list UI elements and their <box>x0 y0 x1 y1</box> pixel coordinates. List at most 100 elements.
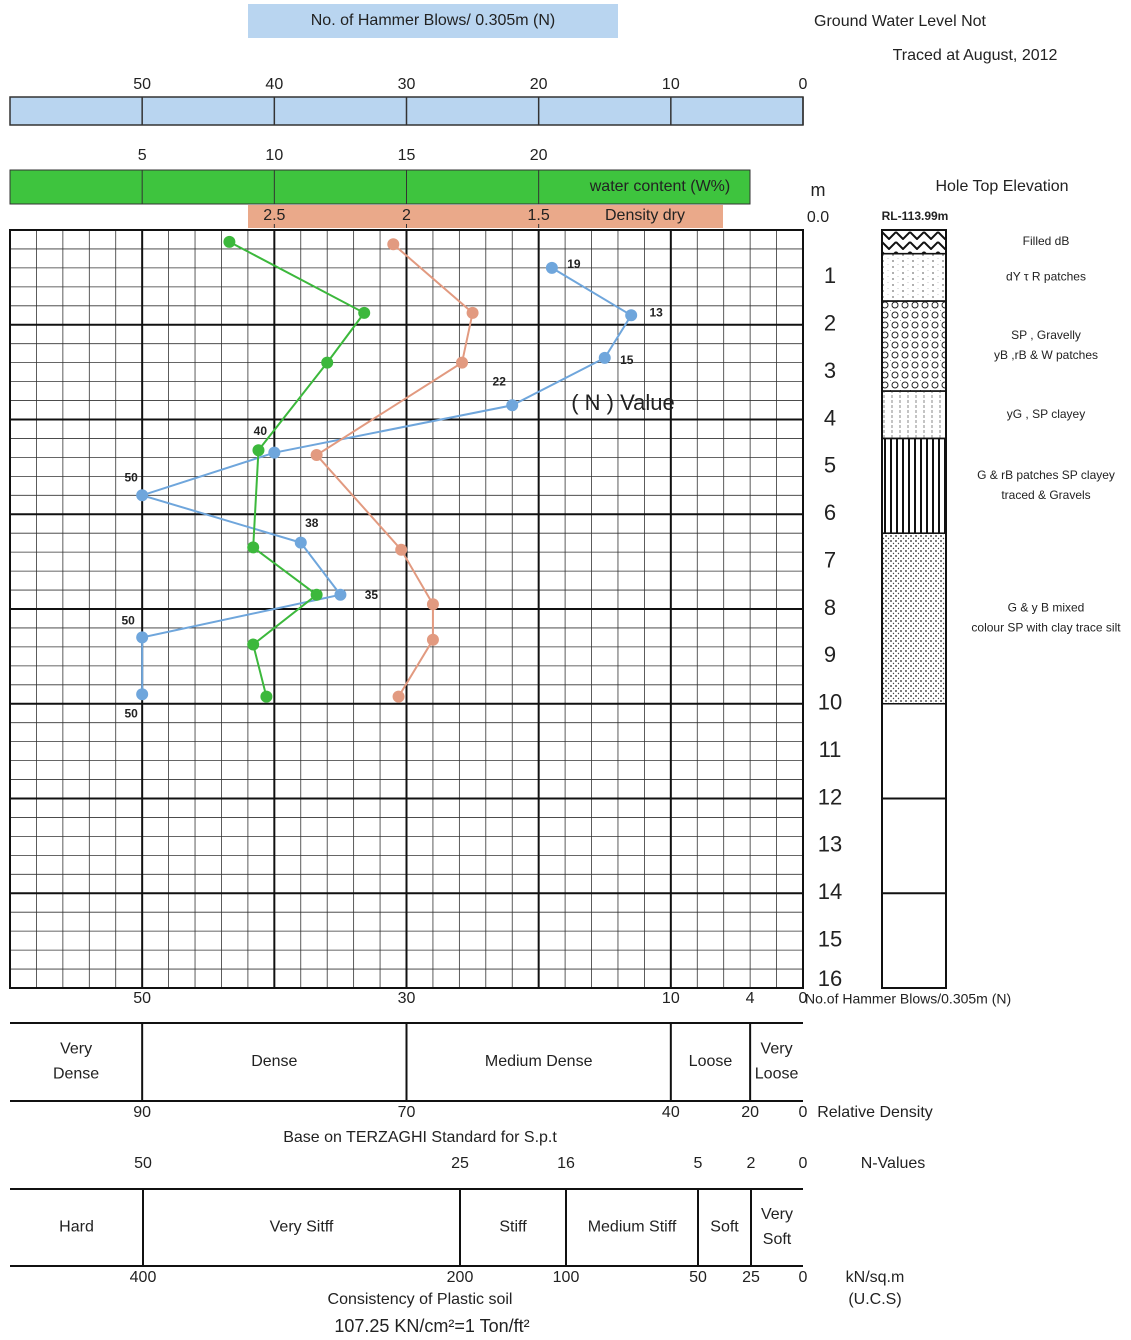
point <box>260 690 273 703</box>
axis-label: Relative Density <box>817 1104 933 1121</box>
layer-description: SP , Gravelly <box>1011 328 1081 342</box>
x-tick-label: 2 <box>402 207 411 224</box>
point <box>456 356 469 369</box>
class-label: Very <box>60 1041 92 1058</box>
point <box>466 306 479 319</box>
class-label: Loose <box>689 1053 733 1070</box>
layer-description: G & y B mixed <box>1008 601 1085 615</box>
elevation: RL-113.99m <box>882 209 949 223</box>
y-tick-label: 1 <box>824 263 836 288</box>
y-tick-label: 14 <box>818 879 842 904</box>
x-tick-label: 5 <box>138 147 147 164</box>
data-label: 15 <box>620 353 634 367</box>
soil-layer <box>881 390 947 440</box>
point <box>358 306 371 319</box>
soil-layer <box>881 300 947 392</box>
point <box>310 449 323 462</box>
x-tick-label: 0 <box>799 76 808 93</box>
class-label: Very <box>761 1041 793 1058</box>
x-tick-label: 50 <box>133 990 151 1007</box>
y-axis-label: m <box>811 180 826 200</box>
axis-label: No.of Hammer Blows/0.305m (N) <box>805 991 1011 1007</box>
soil-layer <box>881 229 947 255</box>
x-tick-label: 20 <box>530 76 548 93</box>
data-label: 38 <box>305 516 319 530</box>
series-label: ( N ) Value <box>571 390 675 415</box>
layer-description: G & rB patches SP clayey <box>977 468 1115 482</box>
series-line <box>228 240 366 697</box>
x-tick-label: 2.5 <box>263 207 285 224</box>
layer-description: colour SP with clay trace silt <box>971 621 1121 635</box>
class-label: Loose <box>755 1066 799 1083</box>
y-tick-label: 11 <box>819 737 842 762</box>
tick-label: 400 <box>130 1269 157 1286</box>
tick-label: 40 <box>662 1104 680 1121</box>
data-label: 19 <box>567 257 581 271</box>
y-tick-label: 5 <box>824 453 836 478</box>
y-tick-label: 15 <box>818 926 842 951</box>
series-line <box>138 267 633 695</box>
x-tick-label: 10 <box>265 147 283 164</box>
class-label: Dense <box>251 1053 297 1070</box>
point <box>252 444 265 457</box>
axis-label: Consistency of Plastic soil <box>328 1291 513 1308</box>
tick-label: 25 <box>451 1155 469 1172</box>
point <box>247 541 260 554</box>
class-label: Medium Dense <box>485 1053 593 1070</box>
y-tick-label: 13 <box>818 832 842 857</box>
soil-layer <box>881 252 947 302</box>
tick-label: 25 <box>742 1269 760 1286</box>
layer-description: traced & Gravels <box>1001 488 1090 502</box>
class-label: Very Sitff <box>270 1219 334 1236</box>
tick-label: 0 <box>799 1104 808 1121</box>
w-axis-bar <box>9 169 751 205</box>
y-tick-label: 3 <box>824 358 836 383</box>
class-label: Soft <box>710 1219 739 1236</box>
series-label: water content (W%) <box>589 178 730 195</box>
point <box>426 598 439 611</box>
tick-label: 0 <box>799 1155 808 1172</box>
data-label: 50 <box>121 614 135 628</box>
tick-label: 200 <box>447 1269 474 1286</box>
data-label: 13 <box>650 305 664 319</box>
x-tick-label: 30 <box>398 76 416 93</box>
x-tick-label: 15 <box>398 147 416 164</box>
tick-label: 0 <box>799 1269 808 1286</box>
point <box>321 356 334 369</box>
soil-layer <box>881 532 947 705</box>
y-tick-label: 2 <box>824 311 836 336</box>
point <box>334 588 347 601</box>
tick-label: 100 <box>553 1269 580 1286</box>
y-tick-label: 0.0 <box>807 209 829 226</box>
point <box>136 631 149 644</box>
point <box>392 690 405 703</box>
point <box>247 638 260 651</box>
class-label: Hard <box>59 1219 94 1236</box>
class-label: Very <box>761 1206 793 1223</box>
point <box>395 543 408 556</box>
point <box>598 351 611 364</box>
layer-description: Filled dB <box>1023 234 1070 248</box>
point <box>136 688 149 701</box>
point <box>545 261 558 274</box>
note: Base on TERZAGHI Standard for S.p.t <box>283 1129 557 1146</box>
x-tick-label: 10 <box>662 76 680 93</box>
note: Traced at August, 2012 <box>893 47 1058 64</box>
x-tick-label: 50 <box>133 76 151 93</box>
data-label: 50 <box>124 470 138 484</box>
tick-label: 70 <box>398 1104 416 1121</box>
note: Ground Water Level Not <box>814 13 986 30</box>
class-label: Soft <box>763 1231 792 1248</box>
point <box>506 399 519 412</box>
plot-frame <box>9 229 804 989</box>
point <box>426 633 439 646</box>
y-tick-label: 10 <box>818 690 842 715</box>
axis-label: (U.C.S) <box>848 1291 901 1308</box>
tick-label: 50 <box>134 1155 152 1172</box>
class-label: Medium Stiff <box>588 1219 677 1236</box>
note: 107.25 KN/cm²=1 Ton/ft² <box>334 1316 529 1336</box>
chart-title: No. of Hammer Blows/ 0.305m (N) <box>311 12 556 29</box>
tick-label: 5 <box>694 1155 703 1172</box>
d-axis-bar <box>248 205 723 228</box>
